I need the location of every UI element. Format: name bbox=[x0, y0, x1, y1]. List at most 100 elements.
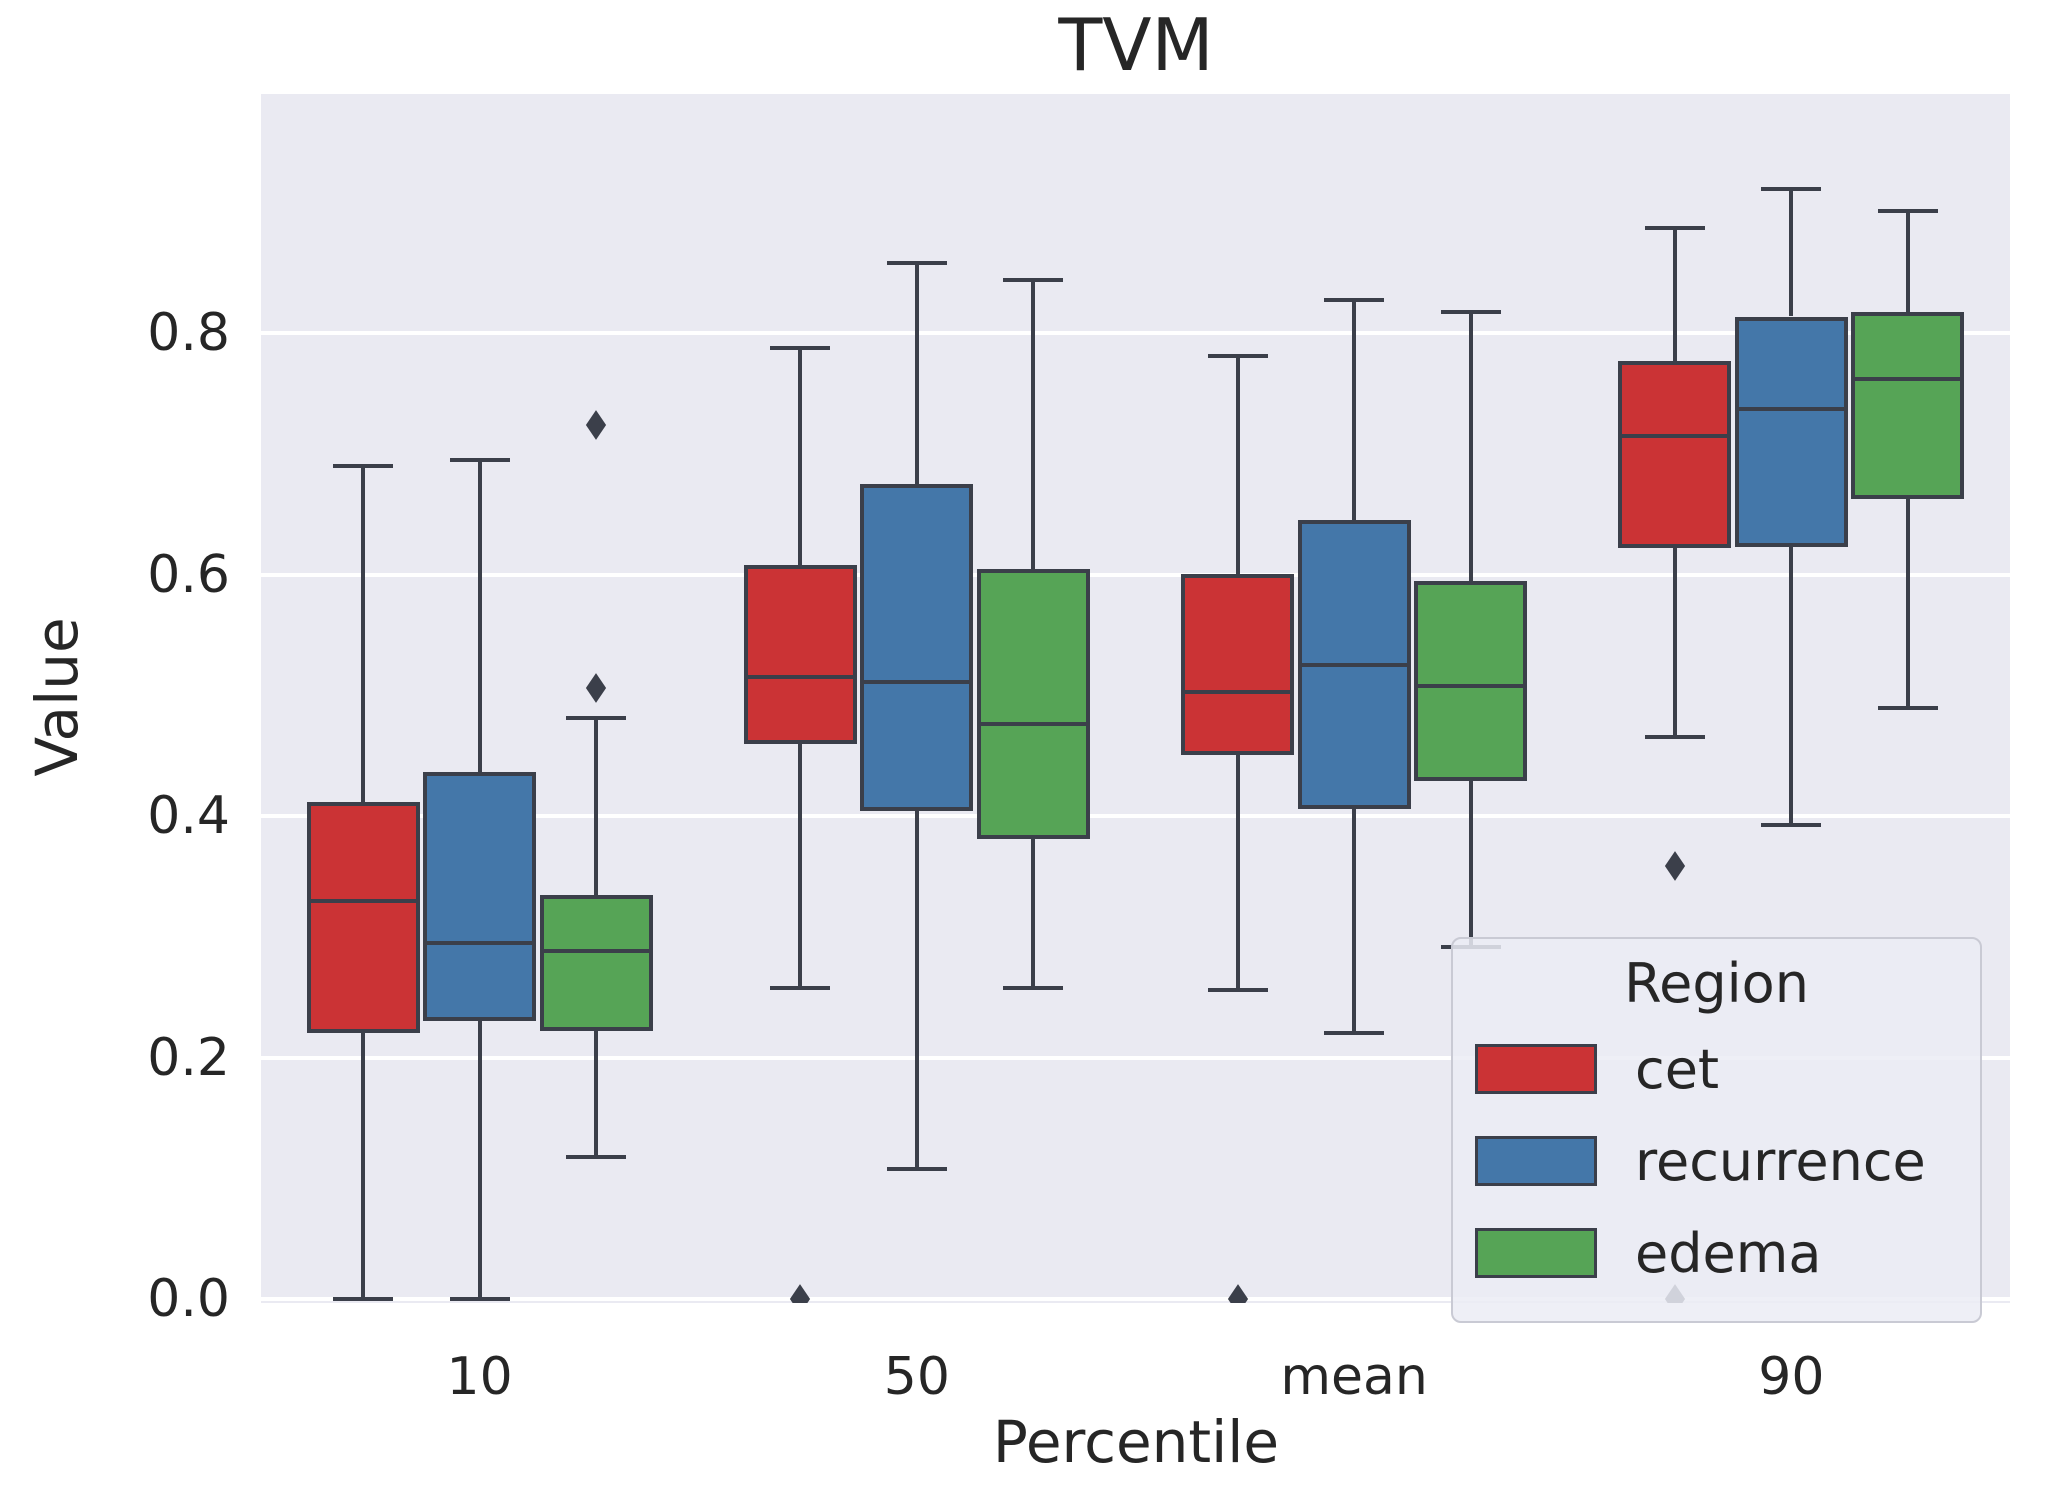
whisker-upper-cet-90 bbox=[1672, 228, 1677, 362]
legend-patch-cet bbox=[1475, 1044, 1597, 1094]
whisker-upper-recurrence-90 bbox=[1789, 188, 1794, 317]
whisker-cap-bottom-edema-10 bbox=[566, 1154, 627, 1159]
whisker-lower-recurrence-mean bbox=[1352, 808, 1357, 1034]
box-edema-mean bbox=[1414, 580, 1528, 782]
box-edema-50 bbox=[976, 568, 1090, 840]
legend-patch-edema bbox=[1475, 1228, 1597, 1278]
gridline-y-0.0 bbox=[261, 1297, 2010, 1301]
whisker-cap-top-recurrence-mean bbox=[1324, 297, 1385, 302]
whisker-lower-recurrence-10 bbox=[477, 1021, 482, 1299]
whisker-lower-edema-90 bbox=[1905, 498, 1910, 708]
legend-item-edema: edema bbox=[1453, 1207, 1980, 1299]
whisker-cap-top-recurrence-50 bbox=[886, 261, 947, 266]
median-edema-mean bbox=[1414, 683, 1528, 688]
median-cet-90 bbox=[1618, 433, 1732, 438]
box-cet-50 bbox=[743, 565, 857, 744]
whisker-upper-cet-50 bbox=[798, 347, 803, 566]
y-tick-label-0.6: 0.6 bbox=[147, 544, 230, 605]
whisker-cap-top-edema-mean bbox=[1440, 309, 1501, 314]
box-cet-10 bbox=[306, 801, 420, 1034]
whisker-lower-cet-50 bbox=[798, 743, 803, 988]
whisker-lower-edema-50 bbox=[1031, 839, 1036, 988]
whisker-upper-recurrence-mean bbox=[1352, 299, 1357, 521]
y-tick-label-0.8: 0.8 bbox=[147, 303, 230, 364]
whisker-cap-top-cet-10 bbox=[333, 464, 394, 469]
x-tick-label-90: 90 bbox=[1758, 1347, 1825, 1407]
legend-title: Region bbox=[1624, 952, 1809, 1015]
median-cet-mean bbox=[1181, 689, 1295, 694]
gridline-y-0.4 bbox=[261, 814, 2010, 819]
whisker-cap-bottom-edema-50 bbox=[1003, 985, 1064, 990]
legend-label-edema: edema bbox=[1635, 1221, 1822, 1285]
whisker-upper-edema-10 bbox=[594, 718, 599, 895]
whisker-upper-recurrence-50 bbox=[914, 263, 919, 485]
legend-label-cet: cet bbox=[1635, 1037, 1720, 1101]
whisker-cap-bottom-cet-mean bbox=[1207, 988, 1268, 992]
x-tick-label-50: 50 bbox=[883, 1347, 950, 1407]
whisker-upper-cet-10 bbox=[361, 466, 366, 802]
median-edema-90 bbox=[1851, 377, 1965, 382]
legend-item-recurrence: recurrence bbox=[1453, 1115, 1980, 1207]
gridline-y-0.2 bbox=[261, 1055, 2010, 1060]
outlier-diamond-cet-90-0 bbox=[1664, 850, 1685, 881]
box-edema-90 bbox=[1851, 311, 1965, 499]
median-cet-50 bbox=[743, 675, 857, 680]
x-axis-label: Percentile bbox=[992, 1408, 1280, 1476]
whisker-cap-top-cet-50 bbox=[770, 345, 831, 350]
legend-patch-recurrence bbox=[1475, 1136, 1597, 1186]
box-cet-mean bbox=[1181, 573, 1295, 755]
median-recurrence-mean bbox=[1297, 663, 1411, 668]
box-recurrence-10 bbox=[423, 771, 537, 1022]
whisker-cap-top-cet-mean bbox=[1207, 354, 1268, 359]
whisker-cap-bottom-recurrence-90 bbox=[1761, 822, 1822, 827]
whisker-upper-recurrence-10 bbox=[477, 460, 482, 772]
whisker-lower-cet-90 bbox=[1672, 548, 1677, 737]
whisker-cap-top-edema-50 bbox=[1003, 278, 1064, 283]
whisker-lower-recurrence-50 bbox=[914, 811, 919, 1169]
whisker-cap-top-cet-90 bbox=[1644, 226, 1705, 231]
outlier-diamond-cet-50-0 bbox=[790, 1284, 811, 1303]
whisker-lower-cet-mean bbox=[1235, 754, 1240, 990]
whisker-upper-edema-50 bbox=[1031, 280, 1036, 569]
gridline-y-0.8 bbox=[261, 331, 2010, 336]
whisker-cap-top-edema-90 bbox=[1877, 209, 1938, 214]
legend-item-cet: cet bbox=[1453, 1023, 1980, 1115]
outlier-diamond-cet-mean-0 bbox=[1227, 1284, 1248, 1303]
x-tick-label-mean: mean bbox=[1280, 1347, 1428, 1407]
outlier-diamond-edema-10-1 bbox=[586, 410, 607, 440]
box-cet-90 bbox=[1618, 361, 1732, 549]
legend: Region cet recurrence edema bbox=[1451, 937, 1982, 1323]
median-recurrence-10 bbox=[423, 940, 537, 945]
legend-items: cet recurrence edema bbox=[1453, 1023, 1980, 1299]
whisker-cap-bottom-recurrence-mean bbox=[1324, 1031, 1385, 1036]
whisker-upper-edema-mean bbox=[1468, 311, 1473, 581]
whisker-cap-top-edema-10 bbox=[566, 716, 627, 721]
box-edema-10 bbox=[539, 894, 653, 1032]
y-axis-label: Value bbox=[23, 617, 91, 777]
whisker-lower-edema-mean bbox=[1468, 781, 1473, 947]
plot-area bbox=[261, 94, 2010, 1303]
whisker-cap-bottom-cet-10 bbox=[333, 1297, 394, 1301]
median-recurrence-50 bbox=[860, 680, 974, 685]
legend-label-recurrence: recurrence bbox=[1635, 1129, 1926, 1193]
x-tick-label-10: 10 bbox=[446, 1347, 513, 1407]
whisker-cap-bottom-recurrence-10 bbox=[449, 1297, 510, 1301]
median-edema-50 bbox=[976, 722, 1090, 727]
whisker-cap-bottom-edema-90 bbox=[1877, 705, 1938, 710]
whisker-lower-cet-10 bbox=[361, 1033, 366, 1299]
whisker-cap-top-recurrence-10 bbox=[449, 458, 510, 463]
whisker-cap-top-recurrence-90 bbox=[1761, 186, 1822, 191]
gridline-y-0.6 bbox=[261, 572, 2010, 577]
y-tick-label-0.2: 0.2 bbox=[147, 1027, 230, 1088]
median-cet-10 bbox=[306, 898, 420, 903]
whisker-cap-bottom-cet-50 bbox=[770, 985, 831, 990]
median-recurrence-90 bbox=[1734, 407, 1848, 412]
whisker-lower-recurrence-90 bbox=[1789, 547, 1794, 825]
whisker-cap-bottom-cet-90 bbox=[1644, 734, 1705, 739]
whisker-cap-bottom-recurrence-50 bbox=[886, 1166, 947, 1171]
whisker-upper-edema-90 bbox=[1905, 211, 1910, 312]
y-tick-label-0.4: 0.4 bbox=[147, 786, 230, 847]
whisker-upper-cet-mean bbox=[1235, 356, 1240, 574]
y-tick-label-0.0: 0.0 bbox=[147, 1269, 230, 1329]
